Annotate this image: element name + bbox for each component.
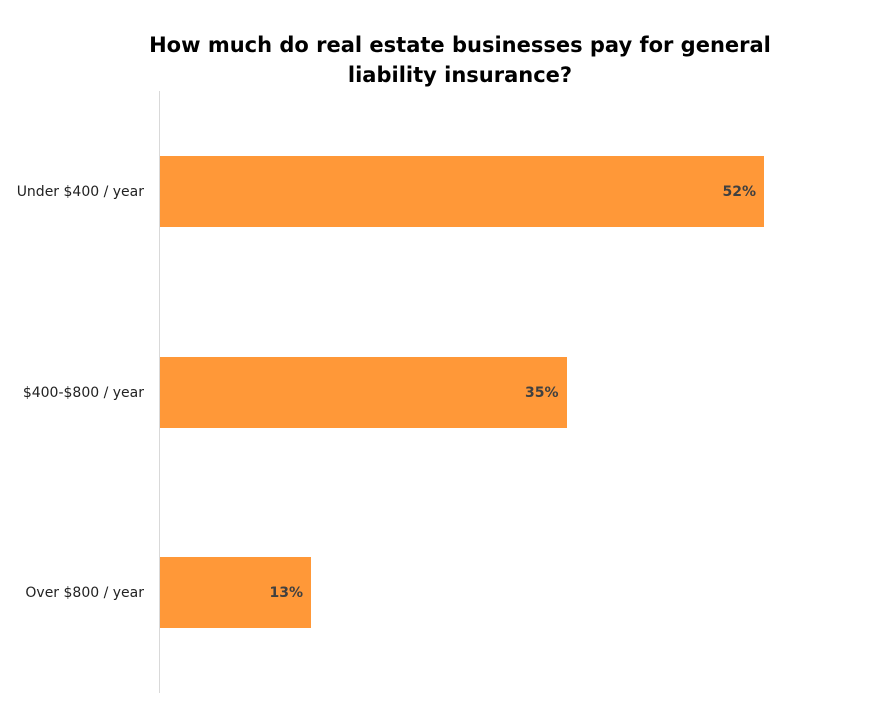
category-label: Over $800 / year [25, 584, 144, 601]
bar [160, 156, 764, 227]
chart-title-line-1: How much do real estate businesses pay f… [149, 33, 771, 57]
bar [160, 557, 311, 628]
data-label: 52% [722, 183, 756, 200]
bar [160, 357, 567, 428]
y-axis-line [159, 91, 160, 693]
chart-title-line-2: liability insurance? [347, 63, 573, 87]
chart-title: How much do real estate businesses pay f… [100, 30, 820, 90]
category-label: $400-$800 / year [22, 384, 144, 401]
category-label: Under $400 / year [16, 183, 144, 200]
data-label: 35% [525, 384, 559, 401]
data-label: 13% [269, 584, 303, 601]
